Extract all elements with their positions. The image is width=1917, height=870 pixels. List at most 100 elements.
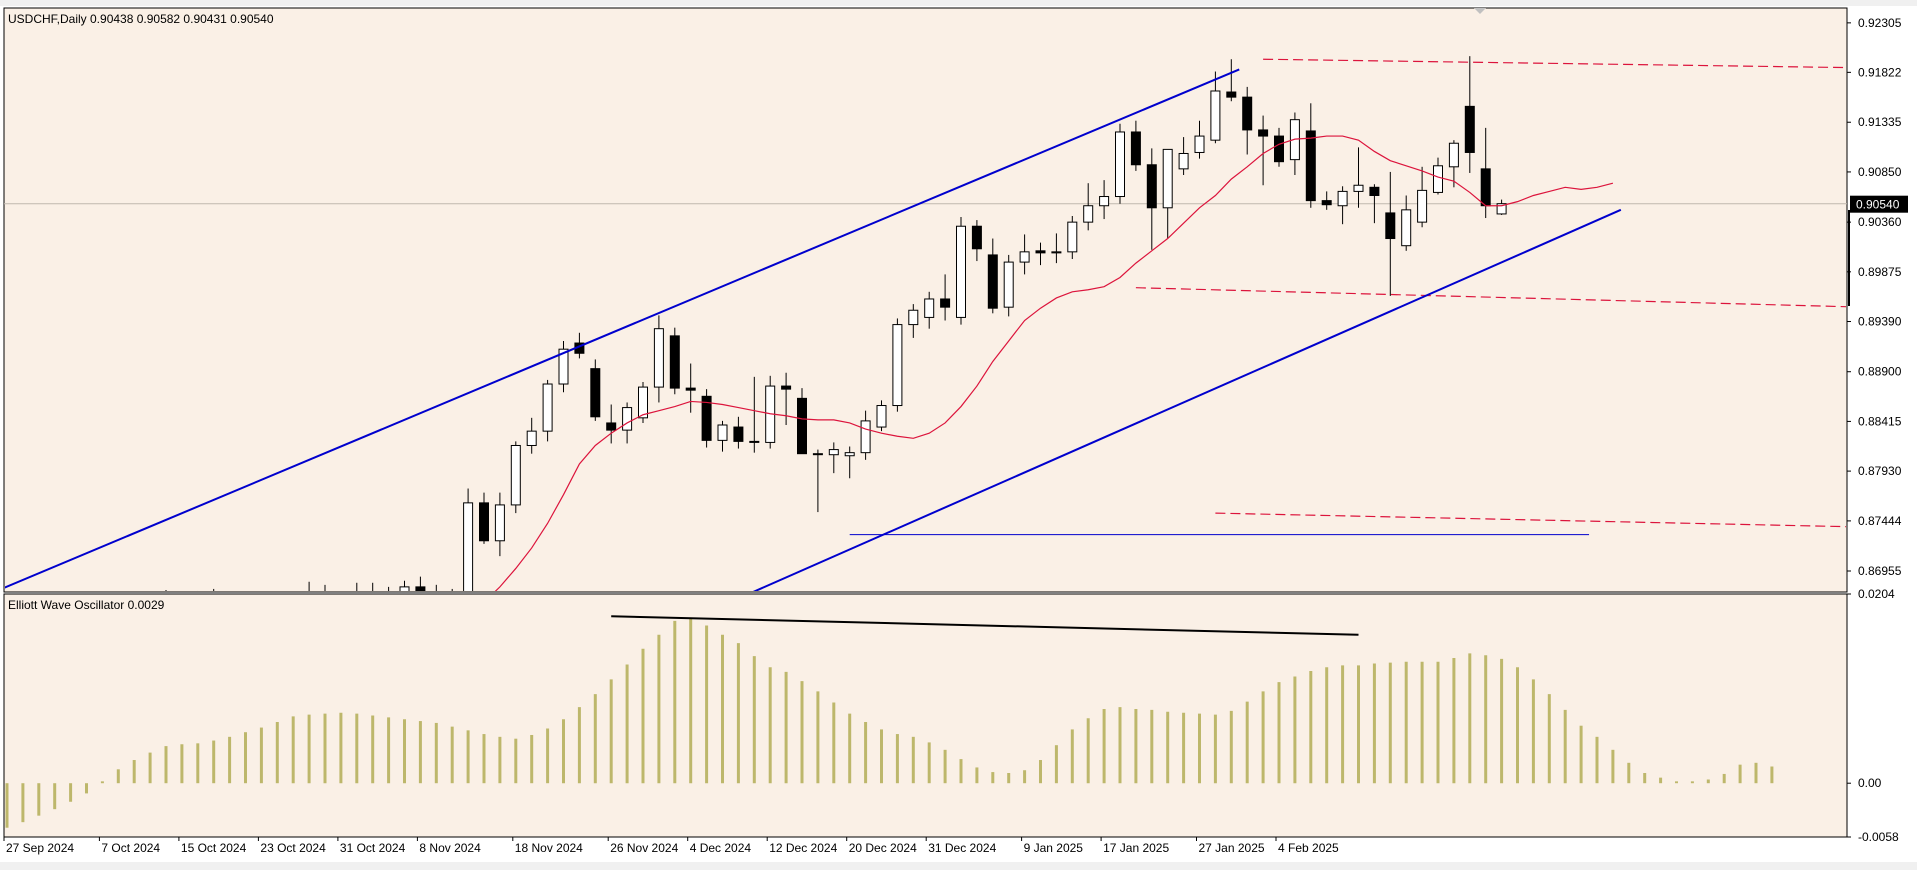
candle-body bbox=[781, 385, 792, 390]
time-axis-label: 9 Jan 2025 bbox=[1024, 841, 1084, 855]
moving-average bbox=[494, 135, 1614, 591]
candle-body bbox=[558, 348, 569, 385]
candle-body bbox=[812, 453, 823, 456]
price-scale-label: 0.90850 bbox=[1858, 165, 1902, 179]
candle-body bbox=[860, 420, 871, 454]
price-scale-label: 0.88900 bbox=[1858, 365, 1902, 379]
candle-body bbox=[510, 444, 521, 506]
time-axis-label: 4 Feb 2025 bbox=[1278, 841, 1339, 855]
candle-body bbox=[924, 298, 935, 318]
oscillator-divergence-line bbox=[611, 615, 1359, 636]
time-axis-label: 31 Dec 2024 bbox=[928, 841, 996, 855]
time-axis-label: 31 Oct 2024 bbox=[340, 841, 406, 855]
candle-body bbox=[1019, 251, 1030, 263]
candle-body bbox=[1433, 165, 1443, 193]
candle-body bbox=[1385, 212, 1396, 240]
candle-body bbox=[1035, 250, 1046, 254]
resistance-line bbox=[1215, 512, 1846, 528]
current-price-marker: 0.90540 bbox=[1850, 195, 1908, 213]
candle-body bbox=[1194, 135, 1205, 153]
oscillator-scale-label: 0.00 bbox=[1858, 776, 1882, 790]
time-axis-label: 12 Dec 2024 bbox=[769, 841, 837, 855]
candle-body bbox=[1083, 205, 1094, 223]
candle-body bbox=[526, 430, 537, 446]
candle-body bbox=[701, 395, 712, 441]
price-scale-label: 0.87930 bbox=[1858, 464, 1902, 478]
price-scale-label: 0.86955 bbox=[1858, 564, 1902, 578]
channel-lower-line bbox=[752, 208, 1622, 591]
oscillator-panel-background bbox=[3, 593, 1848, 838]
candle-body bbox=[622, 407, 633, 431]
candle-body bbox=[1178, 152, 1189, 170]
candle-body bbox=[844, 452, 855, 457]
time-axis-label: 23 Oct 2024 bbox=[260, 841, 326, 855]
candle-body bbox=[971, 225, 982, 250]
oscillator-scale: 0.0204 0.00 -0.0058 bbox=[1847, 587, 1899, 844]
candle-body bbox=[1305, 130, 1316, 202]
price-panel[interactable]: USDCHF,Daily 0.90438 0.90582 0.90431 0.9… bbox=[0, 7, 1917, 623]
candle-body bbox=[956, 225, 966, 318]
candle-body bbox=[1226, 91, 1237, 98]
candle-body bbox=[1210, 90, 1221, 141]
candle-body bbox=[653, 328, 664, 388]
status-bar bbox=[0, 862, 1917, 870]
candle-body bbox=[463, 502, 474, 591]
divergence-line bbox=[611, 615, 1359, 636]
time-axis-label: 27 Sep 2024 bbox=[6, 841, 74, 855]
candle-body bbox=[399, 586, 410, 591]
candles bbox=[165, 56, 1507, 591]
time-axis-label: 17 Jan 2025 bbox=[1103, 841, 1169, 855]
candle-body bbox=[415, 586, 426, 591]
main-header: USDCHF,Daily 0.90438 0.90582 0.90431 0.9… bbox=[8, 12, 274, 26]
window-top-strip bbox=[0, 0, 1917, 6]
time-axis-label: 20 Dec 2024 bbox=[849, 841, 917, 855]
candle-body bbox=[1480, 168, 1491, 207]
candle-body bbox=[1258, 129, 1269, 137]
time-axis-label: 8 Nov 2024 bbox=[419, 841, 481, 855]
price-scale: 0.92305 0.91822 0.91335 0.90850 0.90360 0.898… bbox=[1847, 16, 1902, 578]
candle-body bbox=[1353, 184, 1364, 192]
candle-body bbox=[987, 254, 998, 309]
time-axis-label: 26 Nov 2024 bbox=[610, 841, 678, 855]
time-axis-label: 27 Jan 2025 bbox=[1199, 841, 1265, 855]
scroll-indicator-icon bbox=[1474, 8, 1486, 14]
candle-body bbox=[797, 397, 807, 455]
time-axis: 27 Sep 2024 7 Oct 2024 15 Oct 2024 23 Oct 2… bbox=[3, 837, 1339, 855]
time-axis-label: 4 Dec 2024 bbox=[690, 841, 752, 855]
price-scale-label: 0.88415 bbox=[1858, 414, 1902, 428]
candle-body bbox=[1130, 131, 1141, 166]
price-scale-label: 0.89390 bbox=[1858, 315, 1902, 329]
resistance-lines bbox=[1135, 58, 1846, 528]
price-scale-label: 0.91335 bbox=[1858, 115, 1902, 129]
candle-body bbox=[1496, 203, 1507, 215]
oscillator-header: Elliott Wave Oscillator 0.0029 bbox=[8, 598, 165, 612]
candle-body bbox=[1337, 190, 1348, 207]
oscillator-scale-label: -0.0058 bbox=[1858, 830, 1899, 844]
price-scale-label: 0.89875 bbox=[1858, 265, 1902, 279]
candle-body bbox=[1274, 135, 1284, 163]
candle-body bbox=[1099, 196, 1110, 207]
candle-body bbox=[606, 422, 617, 431]
resistance-line bbox=[1135, 287, 1846, 308]
price-scale-label: 0.87444 bbox=[1858, 514, 1902, 528]
oscillator-panel[interactable]: Elliott Wave Oscillator 0.0029 0.02040.0… bbox=[3, 587, 1899, 844]
candle-body bbox=[685, 387, 696, 391]
time-axis-label: 15 Oct 2024 bbox=[181, 841, 247, 855]
candle-body bbox=[1321, 200, 1332, 206]
candle-body bbox=[1448, 142, 1459, 168]
candle-body bbox=[479, 502, 489, 542]
oscillator-bars bbox=[5, 618, 1774, 828]
candle-body bbox=[717, 424, 728, 441]
time-axis-label: 18 Nov 2024 bbox=[515, 841, 583, 855]
candle-body bbox=[1003, 261, 1014, 308]
moving-average-line bbox=[494, 135, 1614, 591]
candle-body bbox=[494, 504, 505, 542]
current-price-label: 0.90540 bbox=[1856, 198, 1900, 212]
time-axis-label: 7 Oct 2024 bbox=[101, 841, 160, 855]
candle-body bbox=[638, 386, 648, 419]
candle-body bbox=[590, 368, 601, 418]
candle-body bbox=[876, 405, 887, 428]
trend-channel bbox=[5, 68, 1622, 591]
